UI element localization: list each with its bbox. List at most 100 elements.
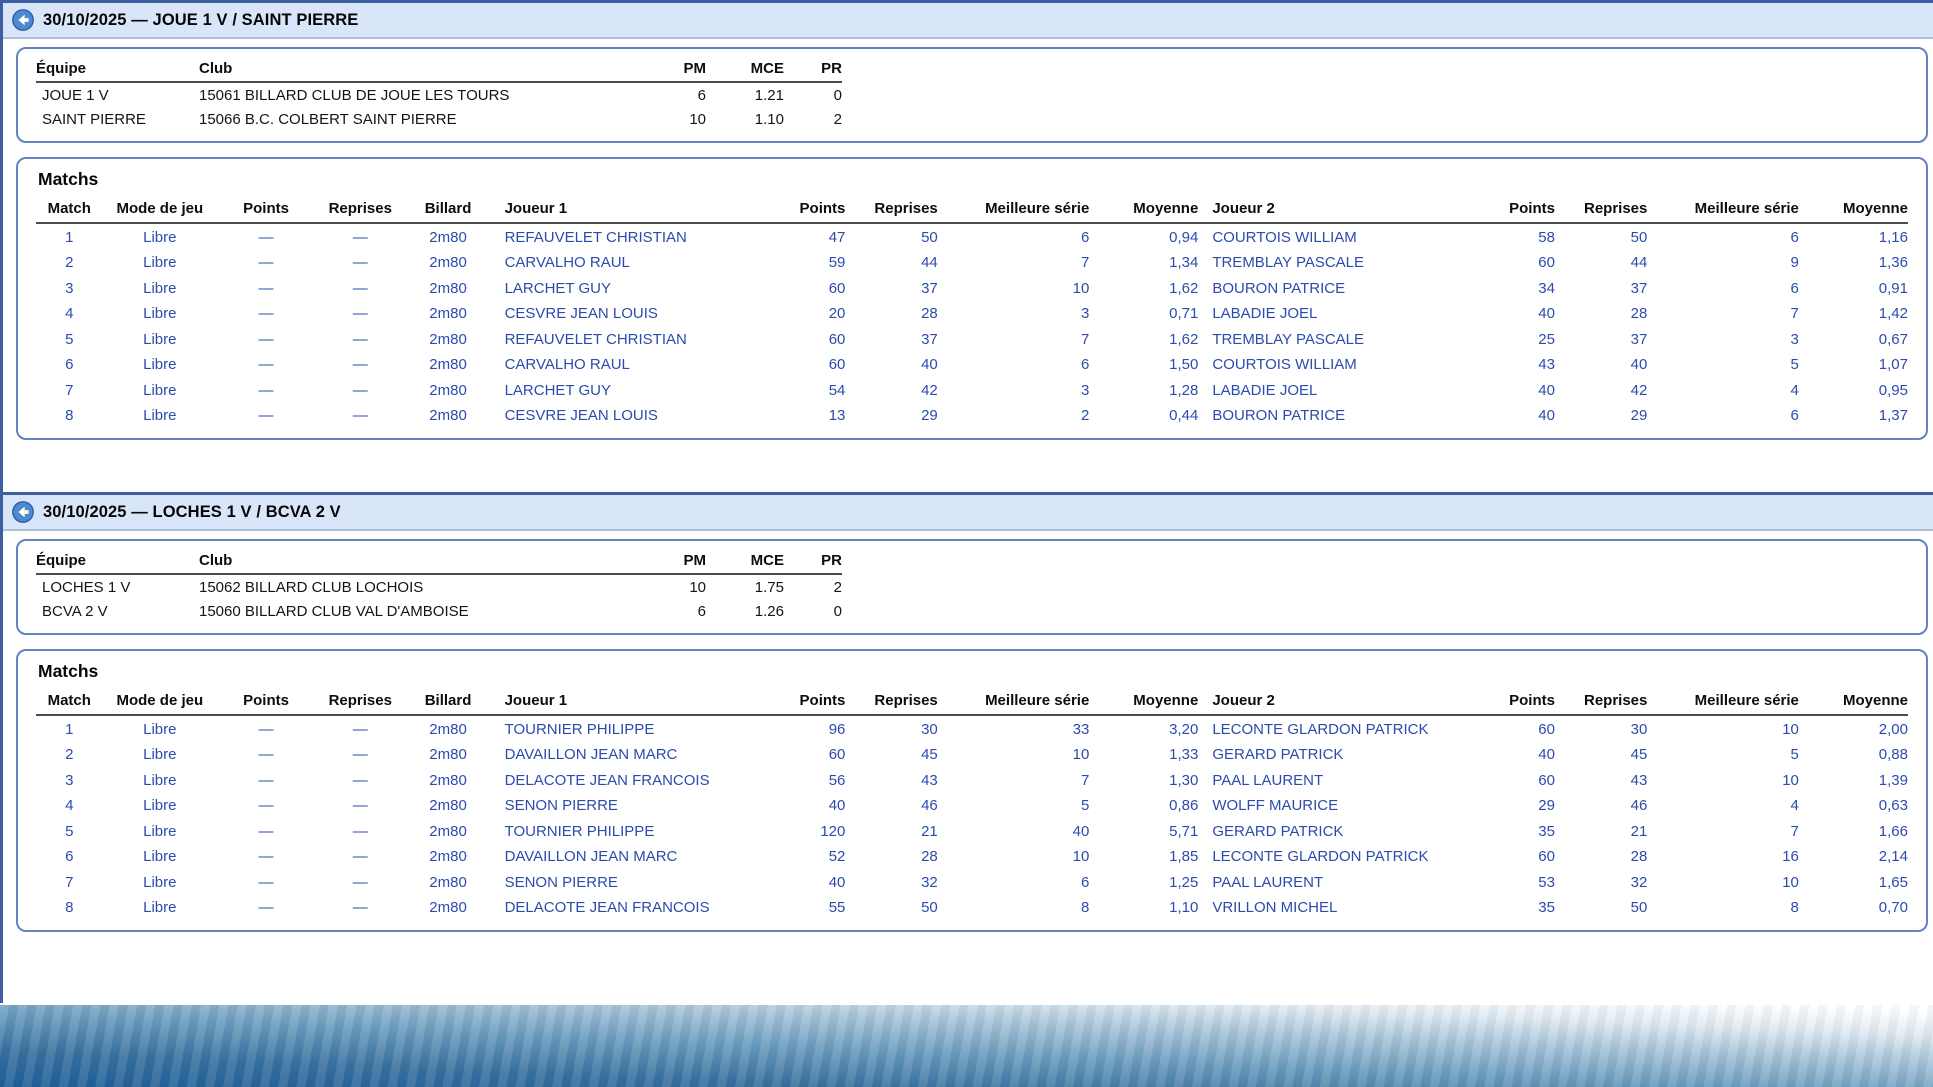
- match-row: 4 Libre — — 2m80 CESVRE JEAN LOUIS 20 28 3 0,71 LA…: [36, 301, 1908, 327]
- match-cell: 21: [921, 822, 938, 840]
- match-cell: 1,07: [1878, 356, 1908, 373]
- match-row: 1 Libre — — 2m80 TOURNIER PHILIPPE 96 30 33 3,20 L…: [36, 715, 1908, 742]
- match-cell: —: [352, 873, 368, 891]
- match-cell: 1,62: [1169, 279, 1199, 297]
- back-arrow-icon[interactable]: [12, 9, 34, 31]
- match-cell: 8: [1790, 899, 1799, 916]
- match-cell: 47: [828, 228, 846, 246]
- match-col-header: Reprises: [845, 688, 938, 716]
- match-cell: Libre: [143, 797, 177, 814]
- match-cell: —: [352, 797, 368, 814]
- team-col-header: PM: [644, 547, 706, 575]
- team-header-row: Équipe Club PM MCE PR: [36, 547, 842, 575]
- match-row: 3 Libre — — 2m80 LARCHET GUY 60 37 10 1,62 BOURON …: [36, 275, 1908, 301]
- match-cell: 2m80: [429, 848, 467, 865]
- team-cell: 0: [833, 87, 842, 104]
- player-name-cell: SENON PIERRE: [504, 797, 618, 814]
- match-row: 8 Libre — — 2m80 DELACOTE JEAN FRANCOIS 55 50 8 1…: [36, 895, 1908, 921]
- team-cell: 10: [689, 579, 706, 596]
- match-col-header: Moyenne: [1798, 196, 1908, 224]
- player-name-cell: LARCHET GUY: [504, 381, 611, 399]
- match-cell: 1,30: [1169, 771, 1199, 789]
- match-cell: 5: [1080, 797, 1090, 814]
- match-cell: Libre: [143, 720, 177, 738]
- match-col-header: Points: [217, 196, 316, 224]
- match-cell: 6: [1080, 228, 1090, 246]
- match-cell: 1,16: [1878, 228, 1908, 246]
- match-col-header: Moyenne: [1089, 688, 1199, 716]
- match-row: 5 Libre — — 2m80 REFAUVELET CHRISTIAN 60 37 7 1,6…: [36, 326, 1908, 352]
- match-cell: 32: [1630, 873, 1648, 891]
- match-col-header: Reprises: [315, 196, 406, 224]
- match-cell: 42: [921, 381, 938, 399]
- match-cell: 30: [1630, 720, 1648, 738]
- player-name-cell: DAVAILLON JEAN MARC: [504, 746, 678, 763]
- match-cell: —: [258, 356, 274, 373]
- player-name-cell: TREMBLAY PASCALE: [1212, 330, 1365, 348]
- match-cell: Libre: [143, 228, 177, 246]
- match-cell: Libre: [143, 873, 177, 891]
- match-cell: 7: [65, 873, 74, 891]
- team-cell: 10: [689, 111, 706, 128]
- match-cell: —: [258, 746, 274, 763]
- player-name-cell: CESVRE JEAN LOUIS: [504, 305, 658, 322]
- match-cell: —: [258, 228, 274, 246]
- match-col-header: Mode de jeu: [102, 196, 218, 224]
- team-summary-box: Équipe Club PM MCE PR LOCHES 1 V 15062 BILLAR…: [16, 539, 1928, 635]
- match-cell: 6: [1790, 228, 1799, 246]
- team-cell: 6: [697, 87, 706, 104]
- match-cell: 4: [1790, 797, 1799, 814]
- player-name-cell: PAAL LAURENT: [1212, 771, 1324, 789]
- section-title: 30/10/2025 — JOUE 1 V / SAINT PIERRE: [43, 10, 359, 29]
- match-col-header: Points: [1473, 688, 1555, 716]
- match-cell: 2m80: [429, 254, 467, 271]
- match-section: 30/10/2025 — JOUE 1 V / SAINT PIERRE Équ…: [3, 0, 1933, 440]
- match-cell: Libre: [143, 746, 177, 763]
- match-cell: 3: [65, 279, 74, 297]
- match-col-header: Match: [36, 196, 103, 224]
- match-cell: 5: [1790, 356, 1799, 373]
- match-cell: 37: [921, 330, 938, 348]
- match-row: 7 Libre — — 2m80 LARCHET GUY 54 42 3 1,28 LABADIE …: [36, 377, 1908, 403]
- back-arrow-icon[interactable]: [12, 501, 34, 523]
- match-cell: 60: [828, 279, 846, 297]
- match-col-header: Joueur 2: [1198, 196, 1474, 224]
- match-cell: —: [258, 720, 274, 738]
- match-cell: 32: [921, 873, 938, 891]
- match-cell: 58: [1538, 228, 1555, 246]
- match-cell: 2m80: [429, 797, 467, 814]
- match-cell: 10: [1072, 848, 1090, 865]
- match-cell: 45: [1630, 746, 1648, 763]
- footer-wave: [0, 1005, 1933, 1087]
- match-cell: 1: [65, 720, 74, 738]
- match-cell: 60: [828, 330, 846, 348]
- match-cell: 2: [65, 746, 74, 763]
- match-cell: 28: [921, 305, 938, 322]
- match-cell: 50: [921, 899, 938, 916]
- match-cell: 1,33: [1169, 746, 1199, 763]
- match-cell: 0,70: [1878, 899, 1908, 916]
- player-name-cell: TOURNIER PHILIPPE: [504, 822, 655, 840]
- match-cell: —: [352, 822, 368, 840]
- match-cell: 2m80: [429, 381, 467, 399]
- match-cell: 30: [921, 720, 938, 738]
- match-cell: 5: [65, 330, 74, 348]
- match-cell: 4: [65, 305, 74, 322]
- match-cell: 7: [1790, 822, 1799, 840]
- match-col-header: Moyenne: [1798, 688, 1908, 716]
- player-name-cell: CARVALHO RAUL: [504, 356, 630, 373]
- match-cell: 34: [1538, 279, 1555, 297]
- player-name-cell: LABADIE JOEL: [1212, 305, 1318, 322]
- match-cell: 50: [1630, 228, 1648, 246]
- matches-table: Match Mode de jeu Points Reprises Billard Jou…: [36, 688, 1908, 920]
- match-cell: 5: [1790, 746, 1799, 763]
- match-cell: 1,36: [1878, 254, 1908, 271]
- match-cell: —: [258, 822, 274, 840]
- match-cell: 6: [65, 356, 74, 373]
- team-cell: SAINT PIERRE: [42, 111, 146, 128]
- player-name-cell: LECONTE GLARDON PATRICK: [1212, 848, 1429, 865]
- team-cell: LOCHES 1 V: [42, 579, 131, 596]
- team-table: Équipe Club PM MCE PR LOCHES 1 V 15062 BILLAR…: [36, 547, 842, 623]
- match-cell: 1,37: [1878, 407, 1908, 424]
- match-cell: 8: [65, 899, 74, 916]
